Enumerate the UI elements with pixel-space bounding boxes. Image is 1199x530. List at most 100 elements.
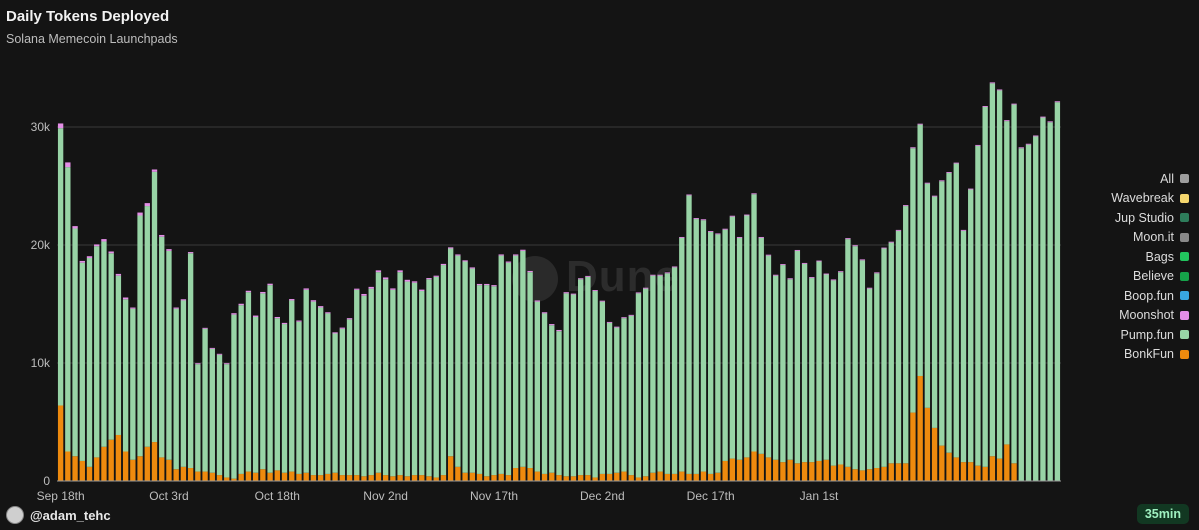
bar-pump-fun [606,322,613,474]
bar-pump-fun [578,279,584,476]
bar-moonshot [382,277,389,280]
bar-bonkfun [122,451,129,481]
bar-bonkfun [830,465,837,481]
bar-bonkfun [151,442,158,481]
bar-moonshot [79,260,85,263]
legend-item-jup-studio[interactable]: Jup Studio [1049,208,1189,228]
bar-bonkfun [852,469,858,481]
bar-pump-fun [866,288,873,470]
bar-bonkfun [115,434,122,481]
legend-item-wavebreak[interactable]: Wavebreak [1049,189,1189,209]
bar-moonshot [274,316,280,319]
bar-bonkfun [657,471,663,481]
bar-bonkfun [433,477,439,481]
legend-label: Boop.fun [1123,288,1174,303]
bar-moonshot [151,169,158,172]
bar-pump-fun [693,219,699,474]
bar-bonkfun [888,463,894,481]
bar-pump-fun [859,260,866,471]
bar-pump-fun [823,274,829,460]
bar-pump-fun [404,281,410,477]
author-tag[interactable]: @adam_tehc [6,506,111,524]
bar-moonshot [729,215,736,217]
legend-item-bonkfun[interactable]: BonkFun [1049,345,1189,365]
y-tick-label: 10k [31,356,51,370]
bar-moonshot [895,229,902,231]
bar-bonkfun [578,475,584,481]
bar-pump-fun [1033,136,1039,481]
bar-bonkfun [317,475,324,481]
bar-moonshot [159,234,165,237]
bar-moonshot [1047,121,1053,123]
bar-pump-fun [86,257,93,467]
bar-pump-fun [686,195,692,474]
bar-moonshot [859,259,866,261]
bar-moonshot [946,172,952,174]
bar-moonshot [657,274,663,276]
bar-moonshot [758,236,764,238]
bar-pump-fun [390,289,396,477]
bar-pump-fun [968,189,974,463]
legend-label: Believe [1133,269,1174,284]
bar-pump-fun [159,236,165,458]
bar-pump-fun [838,272,844,465]
bar-pump-fun [715,234,721,473]
bar-pump-fun [729,216,736,459]
bar-moonshot [122,297,129,300]
bar-pump-fun [505,262,512,476]
legend-item-boop-fun[interactable]: Boop.fun [1049,286,1189,306]
bar-bonkfun [476,473,483,481]
bar-pump-fun [946,173,952,453]
bar-moonshot [455,254,461,256]
bar-bonkfun [79,460,85,481]
bar-bonkfun [744,457,750,481]
bar-bonkfun [975,465,981,481]
bar-moonshot [476,283,483,286]
bar-pump-fun [274,318,280,471]
bar-bonkfun [57,405,64,481]
legend-item-believe[interactable]: Believe [1049,267,1189,287]
bar-bonkfun [809,462,815,481]
bar-pump-fun [209,348,215,473]
bar-moonshot [260,291,266,294]
bar-bonkfun [512,468,519,481]
bar-bonkfun [968,462,974,481]
legend-swatch [1180,193,1189,203]
bar-moonshot [830,279,837,281]
bar-moonshot [1040,116,1046,118]
bar-pump-fun [773,275,779,460]
legend-item-moonshot[interactable]: Moonshot [1049,306,1189,326]
legend-item-pump-fun[interactable]: Pump.fun [1049,325,1189,345]
bar-moonshot [578,278,584,280]
bar-bonkfun [895,463,902,481]
bar-pump-fun [700,220,707,472]
bar-pump-fun [1054,102,1061,481]
bar-pump-fun [556,331,562,476]
bar-moonshot [505,261,512,263]
bar-bonkfun [751,451,757,481]
bar-bonkfun [982,466,988,481]
bar-moonshot [823,273,829,275]
legend-swatch [1180,252,1189,262]
bar-pump-fun [346,319,353,476]
bar-moonshot [267,283,273,286]
bar-bonkfun [137,456,143,481]
bar-bonkfun [996,458,1003,481]
refresh-badge[interactable]: 35min [1136,504,1189,524]
bar-pump-fun [397,272,403,476]
bar-bonkfun [65,451,71,481]
bar-moonshot [195,363,201,365]
bar-moonshot [809,277,815,279]
bar-pump-fun [881,248,887,467]
legend-item-all[interactable]: All [1049,169,1189,189]
bar-moonshot [339,327,345,329]
bar-pump-fun [982,106,988,467]
legend-item-moon-it[interactable]: Moon.it [1049,228,1189,248]
bar-pump-fun [751,194,757,452]
bar-pump-fun [809,278,815,463]
legend-item-bags[interactable]: Bags [1049,247,1189,267]
bar-moonshot [332,332,338,334]
bar-bonkfun [346,475,353,481]
bar-moonshot [173,307,179,309]
bar-moonshot [447,247,454,249]
